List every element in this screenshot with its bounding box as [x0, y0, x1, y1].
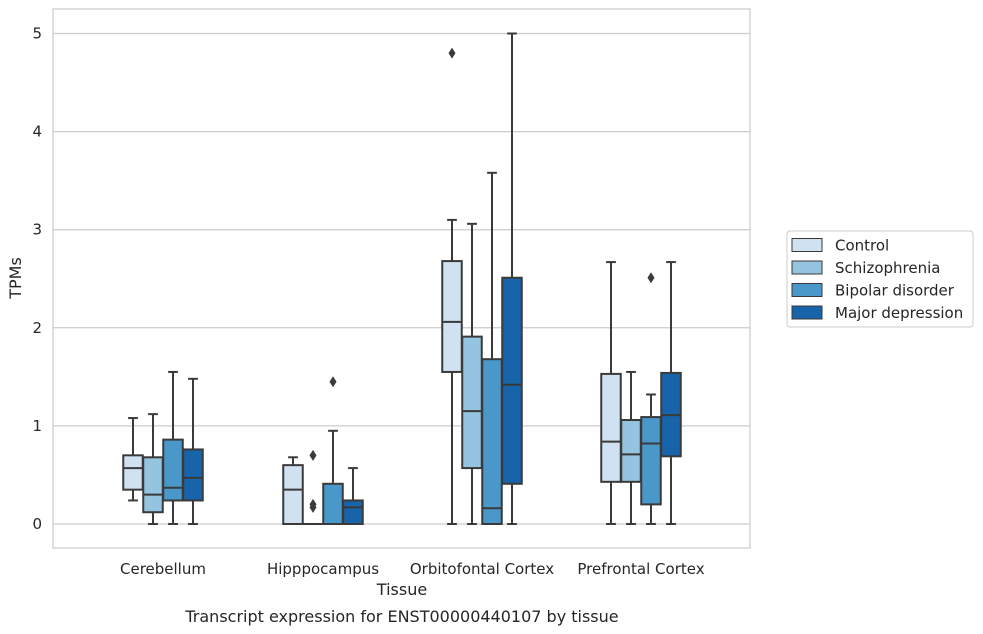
- outlier-point: [448, 47, 456, 59]
- box-1-3: [342, 467, 364, 525]
- legend-entry-label: Control: [835, 237, 889, 255]
- outlier-point: [329, 376, 337, 388]
- legend-swatch: [791, 260, 823, 275]
- chart-caption: Transcript expression for ENST0000044010…: [184, 607, 618, 626]
- legend-swatch: [791, 283, 823, 297]
- box-0-2: [162, 370, 184, 525]
- y-axis-label: TPMs: [6, 257, 25, 300]
- legend-entry-label: Schizophrenia: [835, 259, 940, 277]
- box-3-3: [660, 261, 682, 525]
- box-body: [282, 464, 304, 526]
- box-body: [122, 454, 144, 491]
- box-2-3: [501, 32, 523, 525]
- box-body: [640, 416, 662, 506]
- box-0-0: [122, 417, 144, 502]
- legend: Control Schizophrenia Bipolar disorder Majo…: [786, 230, 974, 328]
- x-tick-label: Orbitofontal Cortex: [410, 560, 554, 578]
- x-tick-label: Prefrontal Cortex: [577, 560, 704, 578]
- box-body: [182, 448, 204, 502]
- box-body: [501, 276, 523, 485]
- box-body: [481, 358, 503, 525]
- box-layer: [122, 32, 682, 526]
- x-tick-label: Cerebellum: [120, 560, 206, 578]
- x-axis-label: Tissue: [376, 580, 427, 599]
- legend-swatch: [791, 238, 823, 252]
- y-tick-label: 5: [32, 25, 42, 43]
- box-0-3: [182, 377, 204, 525]
- box-1-2: [322, 376, 344, 525]
- x-tick-labels: Cerebellum Hipppocampus Orbitofontal Corte…: [120, 560, 705, 578]
- plot-frame: [52, 8, 751, 549]
- y-tick-labels: 0 1 2 3 4 5: [32, 25, 42, 534]
- legend-entry-label: Bipolar disorder: [835, 282, 955, 300]
- box-body: [620, 419, 642, 483]
- box-2-1: [461, 222, 483, 525]
- outlier-point: [647, 272, 655, 284]
- legend-swatch: [791, 305, 823, 320]
- box-1-0: [282, 456, 304, 526]
- box-body: [342, 499, 364, 525]
- box-body: [600, 372, 622, 483]
- outlier-point: [309, 449, 317, 461]
- y-tick-label: 0: [32, 515, 42, 533]
- y-tick-label: 3: [32, 221, 42, 239]
- x-tick-label: Hipppocampus: [267, 560, 379, 578]
- y-tick-label: 1: [32, 417, 42, 435]
- legend-entry-label: Major depression: [835, 304, 963, 322]
- outlier-point: [309, 501, 317, 513]
- box-3-2: [640, 272, 662, 525]
- box-body: [322, 482, 344, 525]
- box-body: [162, 438, 184, 502]
- box-1-1: [302, 449, 324, 526]
- legend-frame: [786, 230, 974, 328]
- box-body: [142, 456, 164, 514]
- box-2-2: [481, 171, 503, 525]
- box-2-0: [441, 47, 463, 525]
- y-tick-label: 2: [32, 319, 42, 337]
- y-tick-label: 4: [32, 123, 42, 141]
- box-3-1: [620, 370, 642, 525]
- box-body: [441, 260, 463, 373]
- box-body: [461, 335, 483, 470]
